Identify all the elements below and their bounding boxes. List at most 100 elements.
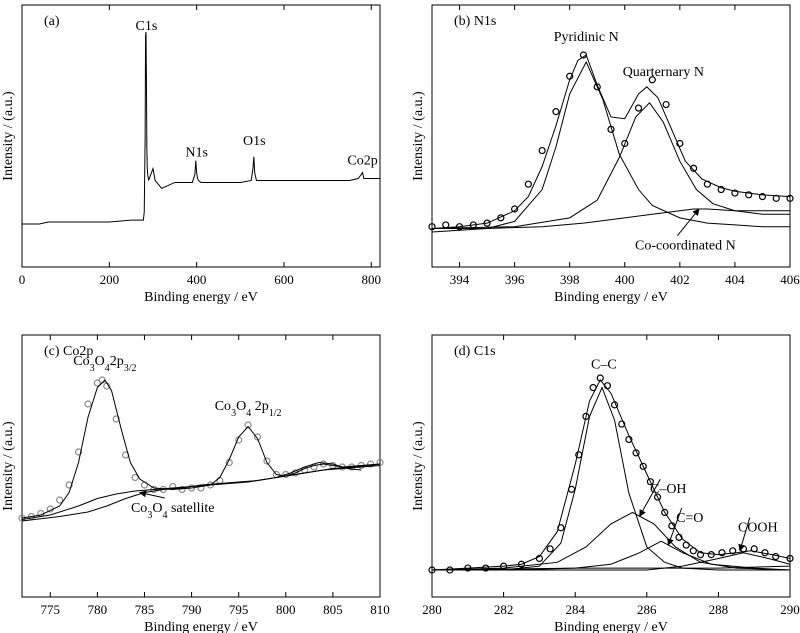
annotation-text: 2p — [110, 354, 124, 369]
data-point — [646, 478, 654, 486]
annotation-arrow — [667, 507, 683, 546]
data-point — [216, 476, 224, 485]
chart-panels: 0 200 400 600 800 Binding energy / eV Intensit… — [1, 4, 800, 633]
panel-tag: (b) N1s — [454, 14, 496, 29]
x-tick-label: 785 — [135, 602, 155, 617]
annotation-label: Co-coordinated N — [635, 239, 736, 254]
data-point — [653, 493, 662, 501]
data-point — [263, 457, 271, 465]
x-tick-label: 805 — [323, 602, 343, 617]
data-point — [131, 473, 139, 482]
y-axis-title: Intensity / (a.u.) — [1, 421, 16, 511]
panel-2: 394 396 398 400 402 404 406 Binding energy / eV… — [411, 4, 800, 305]
data-point — [676, 139, 684, 148]
annotation-subscript: 4 — [162, 510, 167, 521]
y-axis-title: Intensity / (a.u.) — [411, 91, 426, 181]
data-point — [661, 508, 669, 517]
data-point — [178, 485, 186, 494]
data-point — [618, 420, 626, 428]
annotation-text: O — [152, 501, 162, 516]
x-tick-label: 780 — [88, 602, 108, 617]
annotation-text: O — [236, 399, 246, 414]
x-tick-label: 402 — [670, 272, 690, 287]
data-point — [244, 421, 252, 429]
data-point — [621, 139, 629, 148]
x-axis-title: Binding energy / eV — [144, 290, 258, 305]
data-point — [511, 205, 519, 213]
x-tick-label: 600 — [274, 272, 294, 287]
annotation-text: Co — [215, 399, 231, 414]
x-tick-label: 790 — [182, 602, 202, 617]
x-tick-label: 404 — [725, 272, 745, 287]
data-point — [786, 554, 794, 563]
data-point — [731, 189, 739, 197]
annotation-label: C–C — [591, 357, 617, 372]
fit-line — [431, 511, 791, 571]
data-point — [428, 223, 436, 231]
x-tick-label: 406 — [780, 272, 800, 287]
x-tick-label: 400 — [187, 272, 207, 287]
annotation-label: Pyridinic N — [554, 30, 619, 45]
panel-3: 775 780 785 790 795 800 805 810 Binding energy /… — [1, 334, 390, 633]
series-2 — [21, 379, 381, 519]
data-point — [253, 433, 262, 441]
series-4 — [21, 463, 381, 522]
data-point — [524, 180, 532, 188]
x-tick-label: 800 — [276, 602, 296, 617]
annotation-label: Co3O42p3/2 — [73, 354, 136, 374]
annotation-label: C1s — [136, 19, 158, 34]
annotation-subscript: 1/2 — [269, 408, 282, 419]
fit-line — [432, 565, 791, 571]
series-5 — [276, 461, 362, 478]
fit-line — [431, 60, 790, 233]
annotation-label: N1s — [185, 146, 208, 161]
data-point — [74, 448, 83, 456]
panel-tag: (a) — [44, 14, 60, 29]
annotation-subscript: 3 — [90, 363, 95, 374]
fit-line — [432, 208, 790, 229]
fit-line — [431, 379, 791, 571]
x-axis-title: Binding energy / eV — [144, 620, 258, 633]
data-point — [634, 104, 643, 112]
data-point — [538, 146, 546, 155]
data-point — [758, 193, 767, 201]
data-point — [535, 554, 544, 563]
annotation-label: Co3O4 2p1/2 — [215, 399, 282, 419]
annotation-label: Co2p — [347, 154, 377, 169]
fit-line — [432, 552, 791, 571]
fit-line — [431, 54, 791, 229]
data-point — [552, 108, 560, 116]
series-1 — [18, 376, 384, 522]
annotation-text: 2p — [251, 399, 269, 414]
panel-tag: (d) C1s — [454, 344, 496, 359]
series-2 — [431, 379, 791, 571]
x-tick-label: 290 — [780, 602, 800, 617]
x-tick-label: 775 — [41, 602, 61, 617]
annotation-arrow — [676, 208, 700, 237]
series-6 — [432, 552, 791, 571]
x-tick-label: 795 — [229, 602, 249, 617]
series-4 — [431, 511, 791, 571]
fit-line — [21, 463, 381, 522]
x-tick-label: 396 — [505, 272, 525, 287]
annotation-label: Quarternary N — [623, 65, 704, 80]
y-axis-title: Intensity / (a.u.) — [1, 91, 16, 181]
x-tick-label: 284 — [565, 602, 585, 617]
data-point — [291, 469, 299, 477]
x-axis-title: Binding energy / eV — [554, 290, 668, 305]
annotation-subscript: 4 — [246, 408, 251, 419]
annotation-label: Co3O4 satellite — [131, 501, 215, 521]
data-point — [56, 496, 64, 504]
fit-line — [22, 31, 380, 225]
panel-4: 280 282 284 286 288 290 Binding energy / eV Int… — [411, 334, 800, 633]
series-1 — [428, 51, 794, 231]
x-tick-label: 288 — [709, 602, 729, 617]
series-4 — [431, 102, 790, 229]
panel-1: 0 200 400 600 800 Binding energy / eV Intensit… — [1, 4, 381, 305]
series-2 — [431, 54, 791, 229]
annotation-label: COOH — [738, 521, 778, 536]
data-point — [65, 481, 73, 489]
data-point — [690, 164, 698, 172]
data-point — [707, 551, 715, 559]
